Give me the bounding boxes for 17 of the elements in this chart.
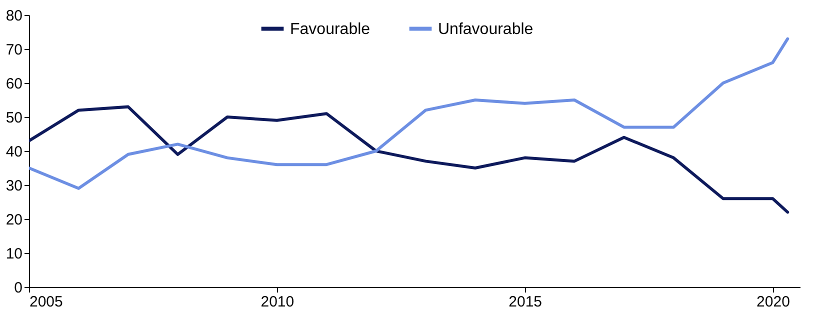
y-tick-label: 80 (6, 8, 22, 24)
legend-label: Favourable (290, 20, 370, 38)
x-tick-label: 2020 (756, 294, 790, 310)
y-tick-label: 20 (6, 212, 22, 228)
y-tick-label: 70 (6, 42, 22, 58)
y-tick-label: 0 (14, 280, 22, 296)
x-tick-label: 2015 (508, 294, 542, 310)
x-tick-label: 2005 (30, 294, 63, 310)
y-tick-label: 30 (6, 178, 22, 194)
line-series (29, 105, 790, 214)
y-tick-label: 10 (6, 246, 22, 262)
x-tick-label: 2010 (260, 294, 294, 310)
y-tick-label: 60 (6, 76, 22, 92)
legend-label: Unfavourable (438, 20, 534, 38)
y-tick-label: 40 (6, 144, 22, 160)
line-series (29, 37, 790, 190)
y-tick-label: 50 (6, 110, 22, 126)
